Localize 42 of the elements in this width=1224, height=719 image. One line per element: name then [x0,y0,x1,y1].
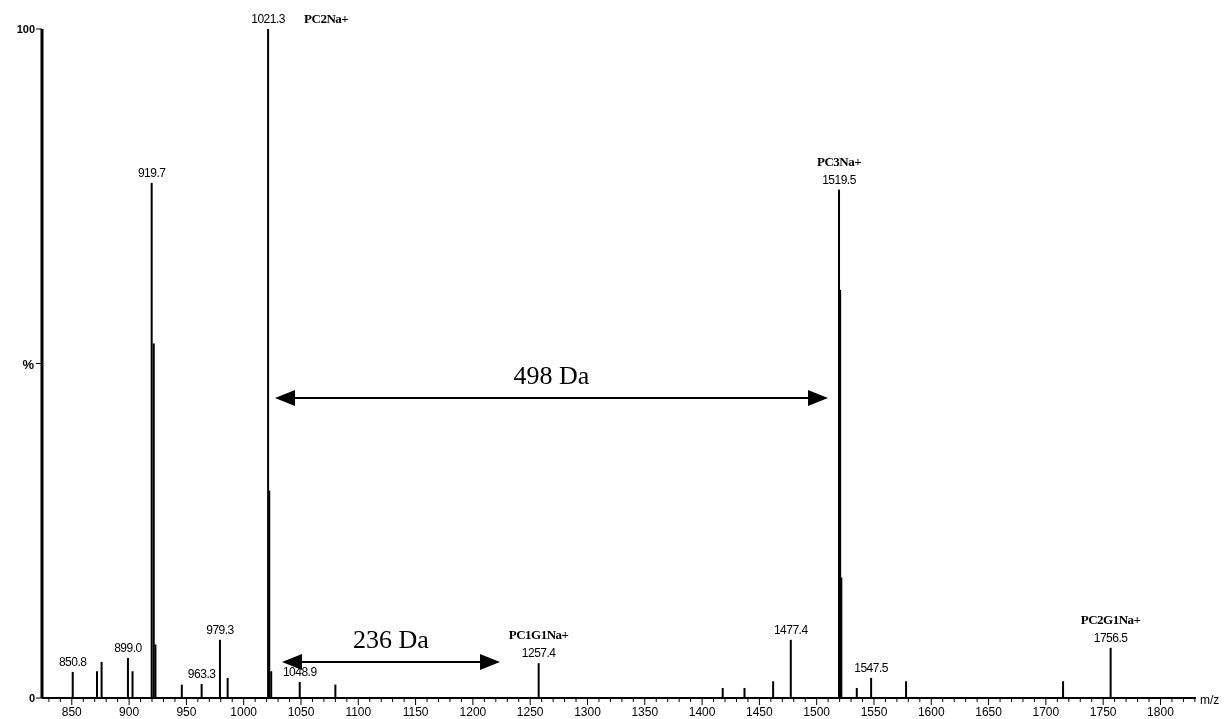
x-tick-label: 900 [119,705,140,719]
x-tick-label: 1400 [688,705,716,719]
x-tick-label: 1500 [803,705,831,719]
annotation: PC3Na+ [816,153,862,169]
x-tick-label: 1150 [402,705,429,719]
annotation: 498 Da [513,361,590,390]
x-tick-label: 1050 [287,705,315,719]
annotation: 899.0 [114,640,143,655]
annotation: 1477.4 [773,622,809,637]
y-tick-label: 0 [28,692,35,704]
x-tick-label: 1300 [574,705,602,719]
x-tick-label: 1650 [975,705,1003,719]
annotation: PC2Na+ [304,11,349,26]
annotation: 963.3 [187,666,217,681]
annotation: 850.8 [58,654,88,669]
x-tick-label: 1750 [1089,705,1117,719]
annotation: 236 Da [353,625,430,654]
x-tick-label: 850 [61,705,83,719]
annotation: 1021.3 [251,12,286,26]
x-tick-label: 1250 [516,705,544,719]
x-tick-label: 1200 [459,705,487,719]
annotation: PC2G1Na+ [1080,611,1141,627]
x-tick-label: 950 [176,705,197,719]
annotation: 1257.4 [521,646,557,661]
x-tick-label: 1450 [746,705,774,719]
x-tick-label: 1550 [860,705,888,719]
y-tick-label: 100 [16,23,35,35]
annotation: 919.7 [137,165,167,180]
x-tick-label: 1100 [345,705,372,719]
x-tick-label: 1600 [917,705,945,719]
x-tick-label: 1350 [631,705,659,719]
annotation: 979.3 [206,622,235,637]
x-tick-label: 1800 [1147,705,1175,719]
annotation: 1547.5 [854,660,889,675]
y-axis-title: % [22,356,35,372]
annotation: PC1G1Na+ [508,627,569,643]
x-tick-label: 1700 [1032,705,1060,719]
annotation: 1048.9 [282,664,318,679]
x-tick-label: 1000 [230,705,258,719]
x-axis-title: m/z [1200,693,1220,707]
annotation: 1756.5 [1093,630,1129,645]
annotation: 1519.5 [822,172,857,187]
